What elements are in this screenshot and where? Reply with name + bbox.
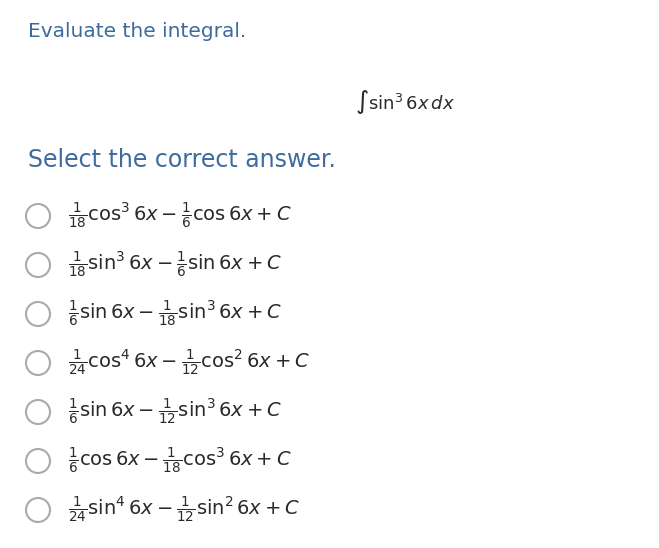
Text: $\frac{1}{18}\sin^3 6x - \frac{1}{6}\sin 6x + C$: $\frac{1}{18}\sin^3 6x - \frac{1}{6}\sin… — [68, 250, 282, 280]
Text: $\frac{1}{24}\cos^4 6x - \frac{1}{12}\cos^2 6x + C$: $\frac{1}{24}\cos^4 6x - \frac{1}{12}\co… — [68, 348, 310, 378]
Text: $\frac{1}{6}\sin 6x - \frac{1}{12}\sin^3 6x + C$: $\frac{1}{6}\sin 6x - \frac{1}{12}\sin^3… — [68, 397, 282, 427]
Text: Select the correct answer.: Select the correct answer. — [28, 148, 336, 172]
Text: Evaluate the integral.: Evaluate the integral. — [28, 22, 246, 41]
Text: $\int \sin^3 6x\, dx$: $\int \sin^3 6x\, dx$ — [355, 88, 455, 116]
Text: $\frac{1}{6}\sin 6x - \frac{1}{18}\sin^3 6x + C$: $\frac{1}{6}\sin 6x - \frac{1}{18}\sin^3… — [68, 299, 282, 329]
Text: $\frac{1}{18}\cos^3 6x - \frac{1}{6}\cos 6x + C$: $\frac{1}{18}\cos^3 6x - \frac{1}{6}\cos… — [68, 201, 292, 231]
Text: $\frac{1}{6}\cos 6x - \frac{1}{18}\cos^3 6x + C$: $\frac{1}{6}\cos 6x - \frac{1}{18}\cos^3… — [68, 446, 292, 476]
Text: $\frac{1}{24}\sin^4 6x - \frac{1}{12}\sin^2 6x + C$: $\frac{1}{24}\sin^4 6x - \frac{1}{12}\si… — [68, 495, 300, 525]
